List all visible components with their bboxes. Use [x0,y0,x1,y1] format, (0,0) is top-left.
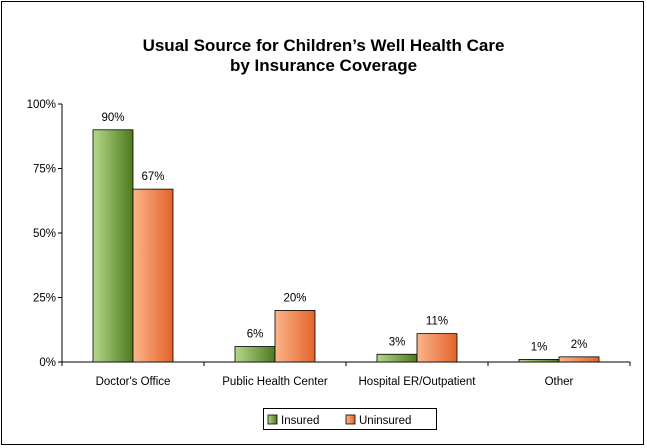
y-tick-label: 50% [33,228,56,240]
data-label: 2% [571,339,588,351]
data-label: 90% [101,112,124,124]
bar-uninsured [274,309,316,363]
data-label: 11% [426,316,448,328]
data-label: 3% [389,336,406,348]
data-label: 20% [283,292,306,304]
y-tick-label: 100% [27,99,56,111]
legend-swatch-uninsured [345,414,356,425]
bar-insured [234,346,276,363]
y-tick-label: 0% [39,357,56,369]
x-tick-label: Public Health Center [222,376,328,388]
chart-title-line1: Usual Source for Children’s Well Health … [142,36,505,55]
y-tick-label: 75% [33,164,56,176]
x-tick-label: Other [545,376,574,388]
bar-uninsured [558,356,600,363]
legend-label-insured: Insured [281,415,319,427]
x-tick-label: Hospital ER/Outpatient [359,376,477,388]
chart-title-line2: by Insurance Coverage [229,56,418,75]
data-label: 6% [247,329,264,341]
x-tick-label: Doctor's Office [96,376,171,388]
legend-swatch-insured [267,414,278,425]
data-label: 67% [141,171,164,183]
bar-insured [518,359,560,363]
data-label: 1% [531,341,548,353]
bar-uninsured [132,188,174,363]
bar-insured [92,129,134,363]
bar-insured [376,353,418,363]
bar-uninsured [416,333,458,363]
y-tick-label: 25% [33,293,56,305]
legend-label-uninsured: Uninsured [359,415,411,427]
